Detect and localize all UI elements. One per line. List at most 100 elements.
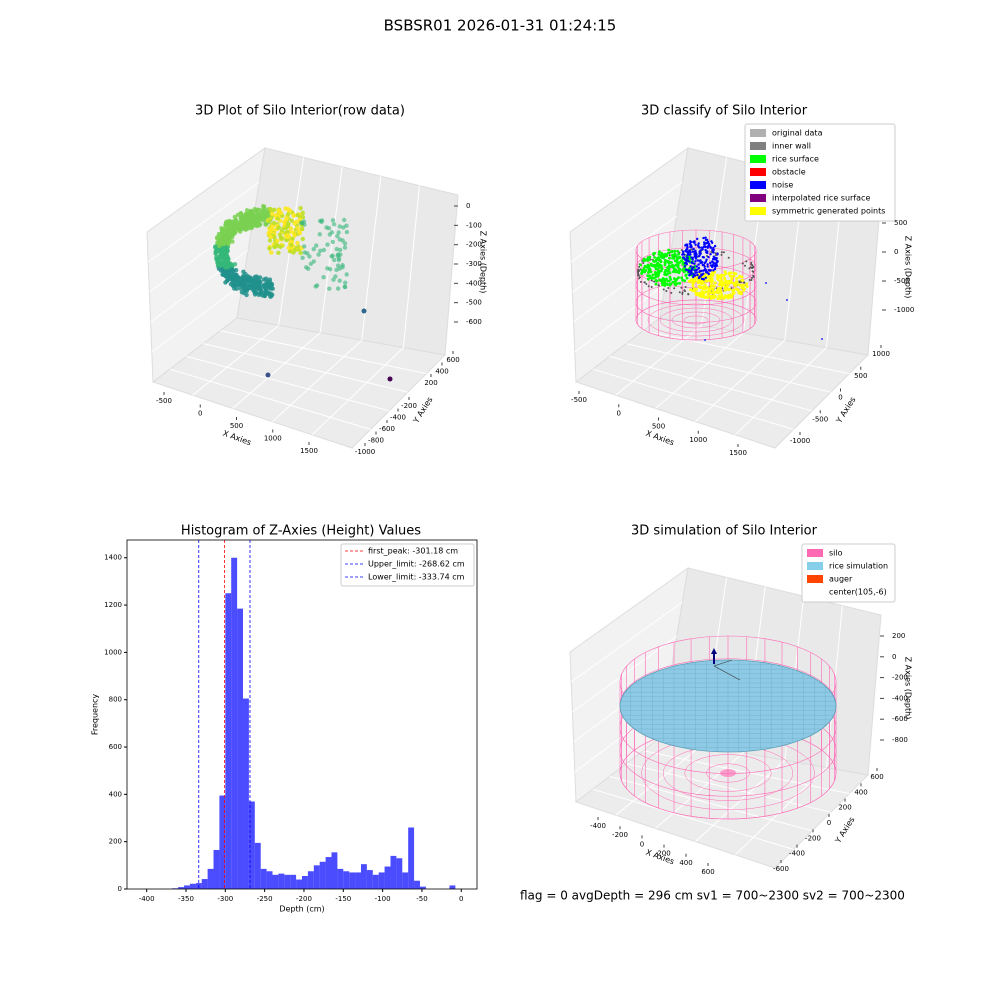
pane-grid: [192, 325, 279, 396]
point: [261, 204, 266, 209]
point: [674, 279, 678, 282]
point: [711, 272, 715, 276]
bar: [243, 698, 249, 889]
point: [686, 259, 689, 262]
point: [642, 267, 646, 270]
point: [637, 268, 640, 271]
point: [678, 261, 681, 264]
tick-label: 500: [230, 422, 243, 430]
point: [637, 271, 639, 274]
pane-grid: [734, 347, 827, 436]
point: [671, 256, 674, 260]
point: [330, 239, 335, 245]
point: [731, 289, 735, 292]
point: [647, 271, 650, 274]
point: [700, 280, 704, 283]
point: [285, 207, 291, 212]
point: [680, 276, 683, 280]
point: [692, 281, 695, 285]
point: [671, 263, 674, 267]
figure-title: BSBSR01 2026-01-31 01:24:15: [384, 17, 617, 35]
status-text: flag = 0 avgDepth = 296 cm sv1 = 700~230…: [520, 889, 905, 903]
point: [654, 271, 658, 275]
pane-grid: [147, 181, 260, 263]
point: [706, 238, 709, 241]
tick-label: -400: [466, 279, 482, 287]
point: [719, 286, 722, 290]
point: [228, 276, 233, 282]
pane: [151, 317, 447, 449]
point: [238, 286, 243, 291]
point: [681, 291, 684, 294]
point: [272, 244, 277, 249]
tick-label: -400: [789, 850, 805, 858]
bar: [260, 868, 267, 889]
bar: [225, 593, 232, 889]
point: [673, 282, 677, 286]
point: [662, 283, 666, 286]
point: [288, 249, 293, 254]
point: [220, 238, 225, 243]
point: [690, 268, 693, 272]
tick-label: -500: [156, 397, 172, 405]
point-cloud: [637, 236, 823, 341]
bar: [449, 885, 456, 889]
legend-label: center(105,-6): [829, 588, 887, 597]
point: [689, 245, 692, 248]
point: [723, 289, 727, 292]
point: [740, 292, 743, 296]
point: [340, 263, 345, 268]
point: [670, 250, 674, 253]
point: [250, 276, 255, 282]
tick-label: -200: [401, 402, 417, 410]
point: [724, 294, 727, 297]
x-tick-label: -350: [178, 895, 194, 903]
point: [653, 260, 657, 263]
point: [752, 265, 755, 268]
point: [696, 237, 699, 241]
point: [657, 252, 661, 256]
point: [752, 275, 755, 278]
point: [668, 256, 671, 260]
point: [667, 287, 670, 289]
point-cloud: [213, 204, 393, 382]
tick-label: 600: [701, 868, 714, 876]
point: [689, 265, 692, 268]
point: [306, 266, 311, 271]
point: [643, 281, 646, 284]
point: [644, 269, 648, 272]
bar: [178, 887, 185, 889]
point: [642, 259, 646, 262]
point: [697, 242, 700, 245]
point: [657, 256, 660, 259]
point: [684, 244, 687, 247]
point: [227, 230, 232, 235]
pane-grid: [643, 330, 850, 375]
point: [684, 268, 688, 271]
tick-label: 600: [870, 773, 883, 781]
point: [663, 263, 667, 267]
point: [718, 283, 721, 287]
point: [686, 256, 689, 259]
tick-label: -200: [612, 831, 628, 839]
x-tick-label: -250: [257, 895, 273, 903]
bar: [278, 873, 285, 889]
point: [702, 245, 705, 249]
point: [638, 277, 641, 280]
point: [655, 279, 659, 283]
point: [268, 228, 274, 233]
point: [662, 256, 665, 260]
point: [223, 257, 228, 263]
point: [698, 291, 701, 295]
silo-wire: [683, 315, 709, 325]
subplot-title: 3D simulation of Silo Interior: [631, 524, 818, 539]
point: [657, 272, 661, 275]
point: [298, 206, 303, 211]
pane-grid: [570, 181, 683, 263]
point: [361, 308, 367, 314]
pane-grid: [570, 601, 683, 683]
point: [697, 255, 700, 258]
point: [688, 249, 691, 252]
point: [271, 220, 277, 226]
point: [669, 278, 673, 281]
